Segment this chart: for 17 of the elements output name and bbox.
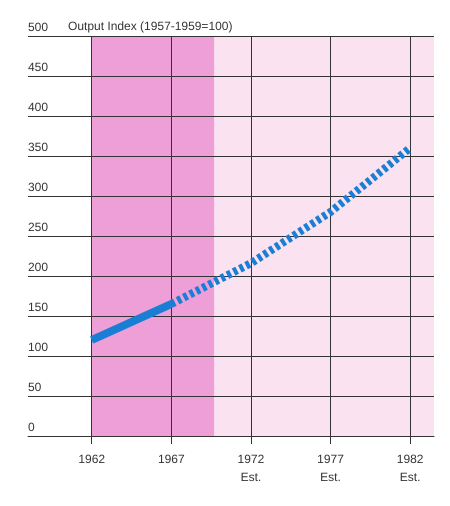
y-tick-label: 250 (28, 220, 48, 234)
x-tick-label: 1977 Est. (317, 452, 344, 484)
y-tick-label: 50 (28, 380, 42, 394)
y-tick-label: 100 (28, 340, 48, 354)
y-tick-label: 400 (28, 100, 48, 114)
y-tick-label: 450 (28, 60, 48, 74)
x-tick-label: 1967 (158, 452, 185, 466)
y-tick-label: 0 (28, 420, 35, 434)
x-tick-label: 1972 Est. (238, 452, 265, 484)
y-tick-label: 300 (28, 180, 48, 194)
x-tick-label: 1982 Est. (396, 452, 424, 484)
y-tick-label: 500 (28, 20, 48, 34)
y-tick-label: 350 (28, 140, 48, 154)
y-axis-title: Output Index (1957-1959=100) (68, 19, 232, 33)
y-tick-label: 200 (28, 260, 48, 274)
x-tick-label: 1962 (78, 452, 106, 466)
y-tick-label: 150 (28, 300, 48, 314)
